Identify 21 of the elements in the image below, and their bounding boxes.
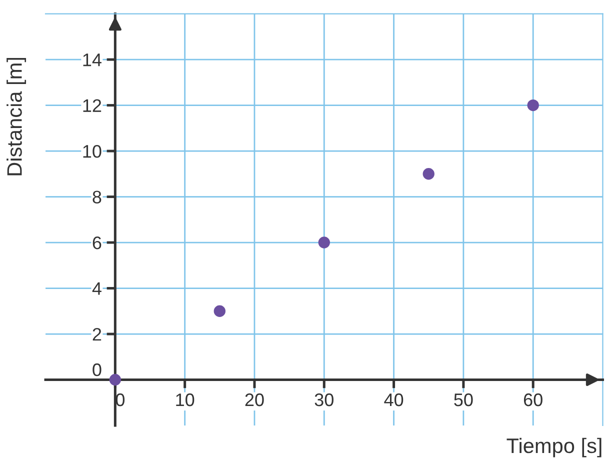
point: [109, 374, 122, 386]
x-tick-label: 10: [176, 393, 194, 406]
y-tick-label: 10: [83, 144, 102, 158]
x-tick-label: 20: [245, 393, 264, 406]
x-tick-label: 30: [314, 393, 334, 406]
x-axis-title: Tiempo [s]: [506, 438, 602, 458]
y-axis-title: Distancia [m]: [6, 58, 26, 176]
y-tick-label: 6: [92, 236, 102, 250]
x-tick-label: 50: [454, 393, 473, 406]
y-tick-label: 14: [83, 54, 102, 66]
point: [214, 305, 226, 317]
y-tick-label: 8: [92, 190, 102, 204]
y-tick-label: 2: [92, 328, 102, 341]
x-tick-label: 60: [524, 393, 542, 406]
y-tick-label: 4: [92, 282, 102, 295]
point: [422, 168, 434, 180]
y-tick-label: 0: [92, 363, 102, 376]
point: [318, 236, 330, 248]
point: [527, 99, 539, 112]
y-tick-label: 12: [83, 99, 102, 112]
x-tick-label: 40: [384, 393, 404, 406]
